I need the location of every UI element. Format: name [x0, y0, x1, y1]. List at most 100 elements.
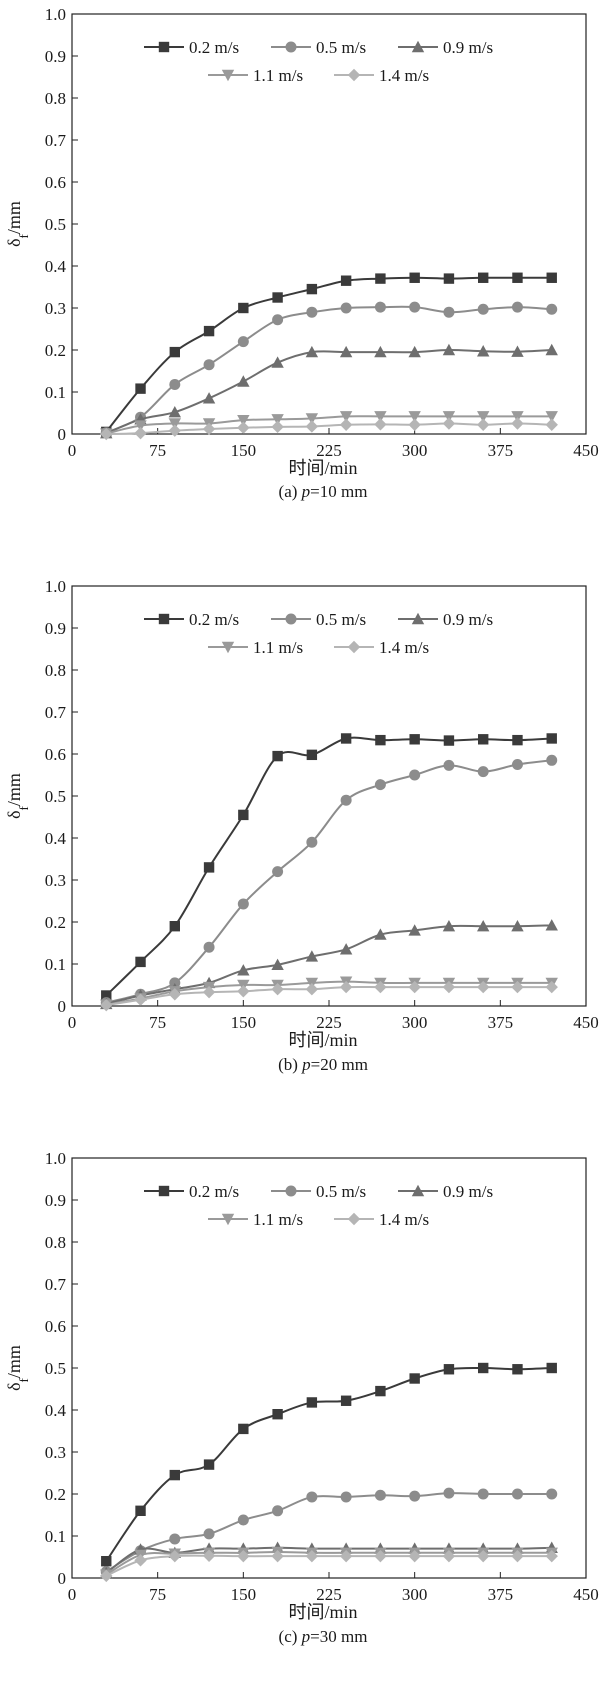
data-point	[135, 1505, 146, 1516]
legend-entry: 0.2 m/s	[144, 1182, 239, 1201]
data-point	[374, 301, 386, 313]
data-point	[511, 1488, 523, 1500]
data-point	[511, 759, 523, 770]
data-point	[272, 866, 284, 878]
data-point	[305, 950, 319, 962]
data-point	[339, 1549, 353, 1563]
data-point	[545, 980, 558, 994]
legend-label: 1.1 m/s	[253, 66, 303, 85]
series-1	[101, 272, 557, 438]
data-point	[442, 343, 456, 356]
series-5	[100, 980, 558, 1012]
y-tick-label: 0.4	[45, 829, 67, 848]
data-point	[512, 1364, 523, 1375]
data-point	[546, 733, 557, 744]
legend-label: 0.9 m/s	[443, 1182, 493, 1201]
series-1	[101, 1362, 557, 1567]
data-point	[168, 1549, 181, 1563]
data-point	[134, 420, 147, 432]
data-point	[340, 794, 352, 806]
plot-frame	[71, 13, 587, 435]
data-point	[306, 836, 318, 848]
caption-variable: p	[301, 1627, 311, 1646]
data-point	[305, 420, 319, 433]
y-axis-label-unit: /mm	[4, 773, 24, 806]
x-tick-label: 75	[149, 1585, 166, 1604]
data-point	[511, 417, 524, 430]
data-point	[134, 1554, 147, 1567]
data-point	[511, 980, 524, 994]
plot-frame	[71, 1157, 587, 1579]
y-axis-label-subscript: f	[16, 233, 31, 238]
data-point	[271, 958, 284, 971]
legend-label: 0.5 m/s	[316, 1182, 366, 1201]
data-point	[477, 411, 490, 423]
data-point	[271, 356, 284, 368]
y-tick-label: 0.8	[45, 661, 66, 680]
chart-panel-3: 0 0.1 0.2 0.3 0.4 0.5 0.6 0.7 0.8 0.9 1.0 0 75 150 225…	[4, 1149, 599, 1646]
data-point	[306, 306, 318, 318]
y-axis-label: δf/mm	[4, 1345, 31, 1391]
legend-label: 1.4 m/s	[379, 638, 429, 657]
legend-marker	[285, 613, 297, 625]
caption-suffix: =30 mm	[310, 1627, 367, 1646]
data-point	[340, 1491, 352, 1503]
data-point	[340, 1395, 352, 1406]
legend-marker	[158, 1185, 170, 1197]
legend-marker	[347, 1212, 361, 1226]
y-tick-label: 0.6	[45, 745, 66, 764]
x-axis-label: 时间/min	[288, 1030, 357, 1050]
legend-label: 0.5 m/s	[316, 610, 366, 629]
legend-marker	[411, 40, 425, 53]
series-2	[100, 301, 558, 439]
data-point	[203, 1528, 215, 1540]
y-tick-label: 0.8	[45, 1233, 66, 1252]
data-point	[134, 993, 147, 1006]
panel-caption: (a) p=10 mm	[279, 482, 368, 501]
data-point	[545, 919, 558, 931]
y-tick-label: 0.7	[45, 1275, 67, 1294]
data-point	[238, 1423, 249, 1435]
legend: 0.2 m/s 0.5 m/s 0.9 m/s 1.1 m/s 1.4 m/s	[144, 38, 493, 85]
data-point	[409, 1490, 421, 1502]
data-point	[202, 1549, 216, 1562]
legend-marker	[411, 612, 425, 625]
data-point	[202, 392, 216, 404]
data-point	[511, 411, 524, 423]
data-point	[477, 1549, 490, 1563]
series-5	[100, 1549, 558, 1583]
data-point	[237, 985, 250, 998]
y-tick-label: 0.7	[45, 703, 67, 722]
data-point	[546, 1362, 557, 1374]
x-tick-label: 0	[68, 1013, 77, 1032]
x-tick-label: 0	[68, 441, 77, 460]
series-line	[106, 759, 552, 1004]
data-point	[546, 272, 557, 283]
data-point	[306, 749, 318, 761]
y-tick-label: 0.4	[45, 257, 67, 276]
data-point	[409, 734, 420, 745]
data-point	[237, 421, 250, 434]
y-tick-label: 0	[58, 425, 67, 444]
panel-caption: (c) p=30 mm	[279, 1627, 368, 1646]
data-point	[477, 920, 490, 932]
y-tick-label: 0.1	[45, 955, 66, 974]
data-point	[169, 1469, 180, 1481]
data-point	[546, 1488, 558, 1500]
y-tick-label: 0.3	[45, 299, 66, 318]
data-point	[374, 411, 387, 423]
data-point	[443, 1364, 455, 1375]
legend-marker	[285, 1185, 297, 1197]
x-tick-label: 75	[149, 441, 166, 460]
legend-label: 0.9 m/s	[443, 38, 493, 57]
data-point	[100, 1569, 113, 1583]
legend-label: 1.1 m/s	[253, 1210, 303, 1229]
data-point	[202, 985, 216, 999]
data-point	[238, 809, 249, 821]
data-point	[305, 1549, 319, 1563]
data-point	[339, 418, 353, 431]
data-point	[271, 1549, 284, 1563]
data-point	[237, 964, 250, 976]
data-point	[442, 411, 456, 423]
x-tick-label: 150	[231, 1013, 257, 1032]
